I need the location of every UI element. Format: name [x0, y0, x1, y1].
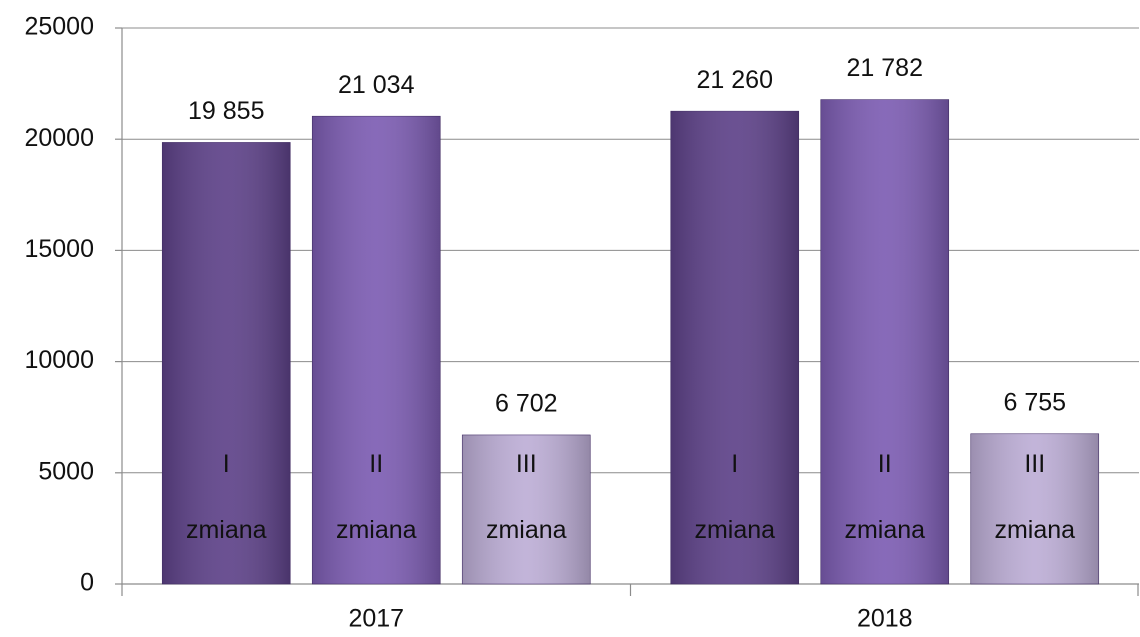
- x-tick-label: 2018: [857, 605, 913, 633]
- bar-shade: [670, 111, 799, 584]
- value-label: 21 034: [338, 71, 415, 99]
- series-label: III zmiana: [994, 450, 1075, 544]
- series-label: III zmiana: [486, 450, 567, 544]
- bar-shade: [312, 116, 441, 584]
- series-label-line: zmiana: [994, 516, 1075, 544]
- series-label-line: I: [223, 450, 230, 478]
- y-tick-label: 0: [80, 569, 94, 597]
- value-label: 6 702: [495, 390, 558, 418]
- bar-shade: [162, 142, 291, 584]
- series-label: II zmiana: [844, 450, 925, 544]
- y-tick-label: 20000: [24, 124, 94, 152]
- series-label-line: zmiana: [336, 516, 417, 544]
- series-label-line: zmiana: [486, 516, 567, 544]
- y-tick-label: 10000: [24, 346, 94, 374]
- series-label-line: zmiana: [844, 516, 925, 544]
- series-label-line: zmiana: [186, 516, 267, 544]
- y-tick-label: 25000: [24, 13, 94, 41]
- series-label-line: II: [878, 450, 892, 478]
- value-label: 19 855: [188, 97, 264, 125]
- y-tick-label: 5000: [38, 457, 94, 485]
- bar-shade: [970, 433, 1099, 584]
- y-tick-label: 15000: [24, 235, 94, 263]
- series-label-line: II: [369, 450, 383, 478]
- x-tick-label: 2017: [348, 605, 404, 633]
- value-label: 21 260: [697, 66, 773, 94]
- series-label-line: III: [516, 450, 537, 478]
- series-label-line: zmiana: [694, 516, 775, 544]
- value-label: 6 755: [1003, 388, 1066, 416]
- value-label: 21 782: [847, 54, 923, 82]
- bar-shade: [820, 99, 949, 584]
- series-label-line: I: [731, 450, 738, 478]
- series-label-line: III: [1024, 450, 1045, 478]
- bar-shade: [462, 434, 591, 584]
- series-label: II zmiana: [336, 450, 417, 544]
